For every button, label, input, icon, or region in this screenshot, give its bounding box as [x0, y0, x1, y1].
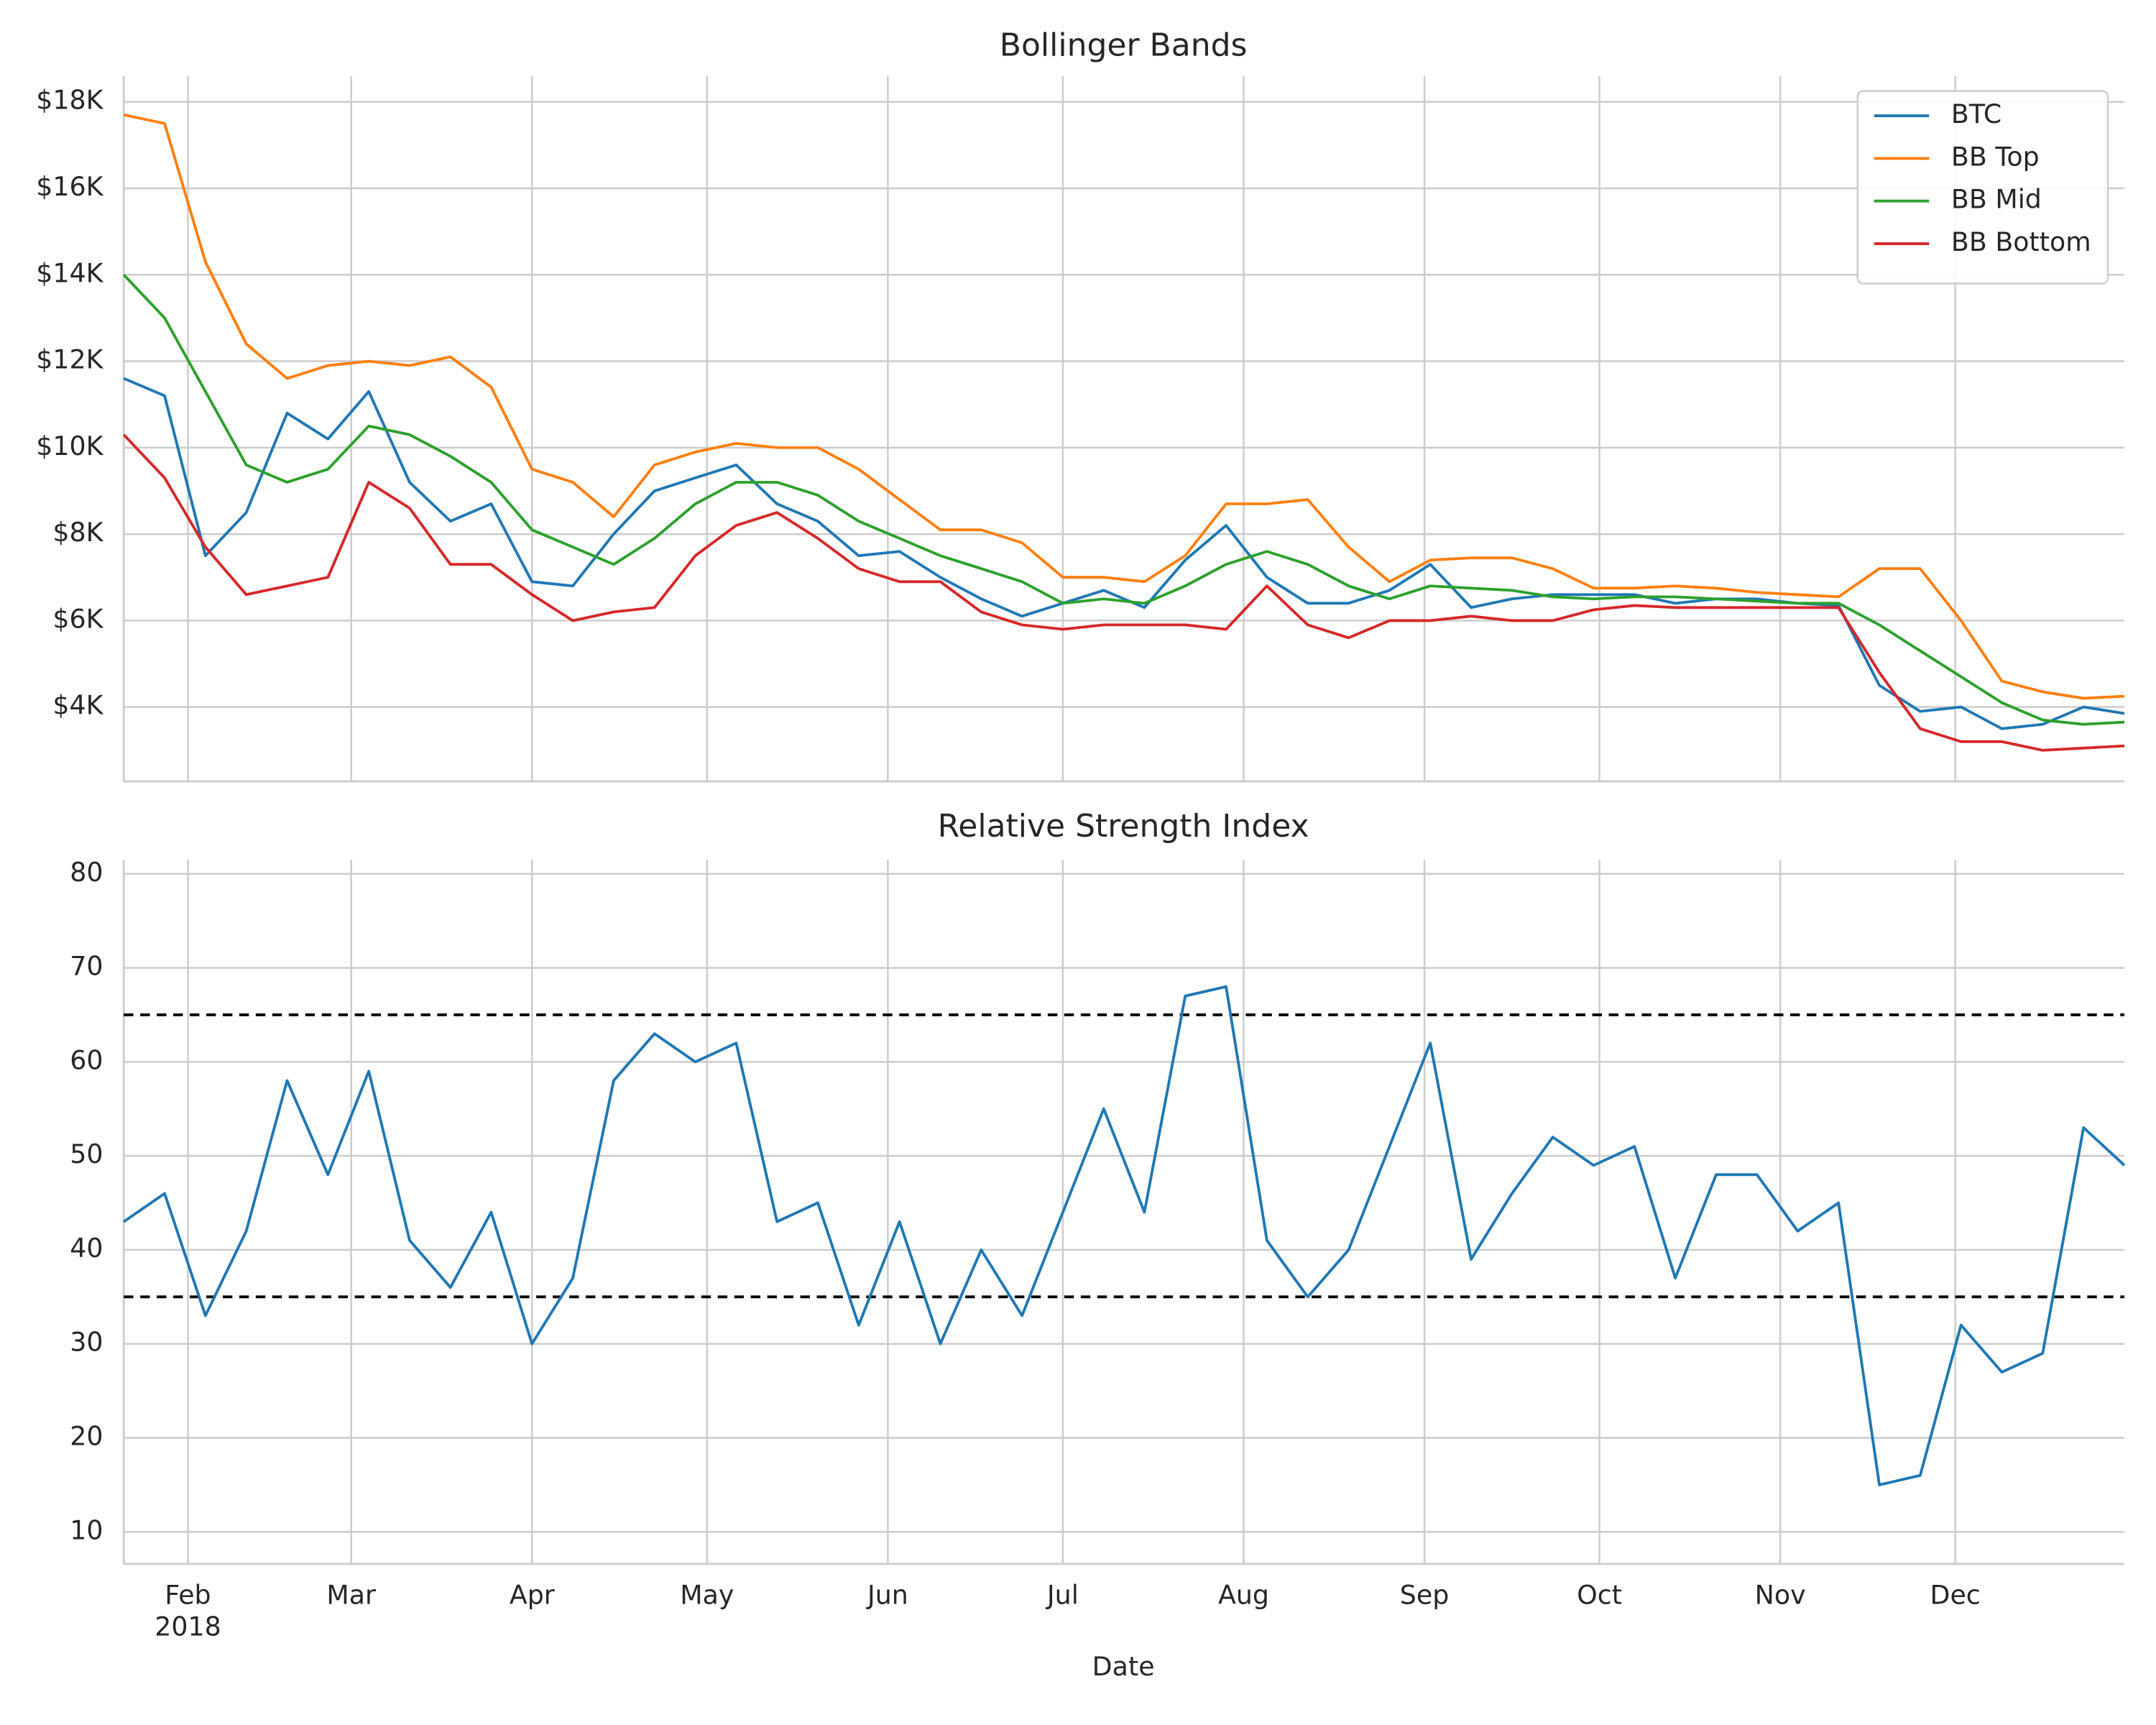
series-line [123, 113, 2125, 700]
y-tick-label: $6K [52, 603, 103, 634]
legend-label: BB Bottom [1951, 226, 2091, 257]
y-tick-label: 20 [70, 1421, 103, 1452]
series-line [122, 273, 2125, 726]
chart-title: Relative Strength Index [938, 808, 1309, 845]
chart-title: Bollinger Bands [1000, 27, 1248, 63]
x-tick-label: Aug [1218, 1580, 1269, 1611]
x-tick-label: Feb [165, 1580, 211, 1611]
x-tick-label: Mar [326, 1580, 376, 1611]
x-tick-sublabel: 2018 [155, 1611, 221, 1642]
y-tick-label: 50 [70, 1138, 103, 1169]
y-tick-label: $18K [36, 85, 103, 116]
y-tick-label: $14K [36, 257, 103, 288]
x-tick-label: Jul [1046, 1580, 1079, 1611]
series-line [123, 377, 2125, 730]
x-tick-label: Jun [866, 1580, 908, 1611]
y-tick-label: 30 [70, 1327, 103, 1358]
x-tick-label: Nov [1755, 1580, 1806, 1611]
legend-box [1856, 90, 2109, 285]
y-tick-label: 60 [70, 1044, 103, 1075]
x-tick-label: Apr [510, 1580, 555, 1611]
x-tick-label: May [680, 1580, 734, 1611]
y-tick-label: $8K [52, 517, 103, 548]
y-tick-label: 70 [70, 951, 103, 982]
series-line [123, 985, 2126, 1486]
y-tick-label: 80 [70, 857, 103, 888]
y-tick-label: $12K [36, 344, 103, 375]
legend-label: BB Top [1951, 141, 2040, 172]
legend-label: BB Mid [1951, 184, 2042, 215]
y-tick-label: $4K [52, 690, 103, 721]
x-tick-label: Sep [1400, 1580, 1449, 1611]
y-tick-label: 40 [70, 1233, 103, 1264]
y-tick-label: 10 [70, 1514, 103, 1545]
series-line [122, 433, 2125, 752]
legend-label: BTC [1951, 98, 2001, 129]
x-axis-label: Date [1092, 1651, 1155, 1682]
y-tick-label: $10K [36, 431, 103, 461]
x-tick-label: Oct [1577, 1580, 1622, 1611]
x-tick-label: Dec [1930, 1580, 1980, 1611]
y-tick-label: $16K [36, 171, 103, 202]
